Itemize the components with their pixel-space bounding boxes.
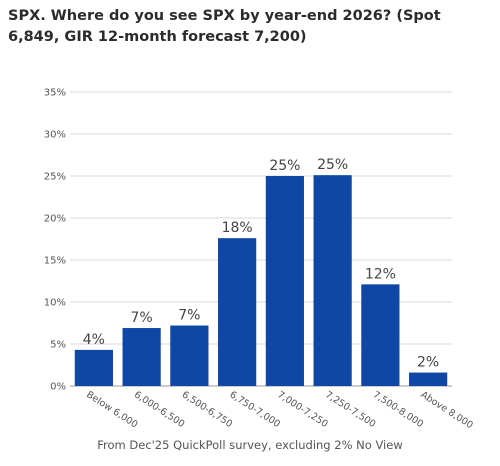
data-label: 12% (365, 266, 396, 282)
y-tick-label: 5% (50, 340, 66, 351)
x-tick-label: Above 8,000 (418, 389, 474, 431)
x-tick-label: 7,500-8,000 (371, 389, 425, 430)
data-label: 7% (131, 310, 153, 326)
bar (74, 349, 113, 386)
y-tick-label: 30% (44, 130, 66, 141)
data-label: 25% (317, 157, 348, 173)
bar (122, 328, 161, 386)
y-tick-label: 20% (44, 214, 66, 225)
data-label: 7% (178, 308, 200, 324)
x-tick-label: Below 6,000 (84, 389, 139, 430)
x-tick-label: 6,500-6,750 (180, 389, 234, 430)
data-labels: 4% 7% 7% 18% 25% 25% 12% 2% (83, 157, 439, 370)
y-tick-label: 25% (44, 172, 66, 183)
x-tick-label: 6,750-7,000 (227, 389, 281, 430)
bar (361, 284, 400, 386)
x-tick-label: 7,250-7,500 (323, 389, 377, 430)
bar (265, 176, 304, 386)
chart-title: SPX. Where do you see SPX by year-end 20… (8, 8, 441, 45)
data-label: 18% (222, 220, 253, 236)
data-label: 25% (269, 158, 300, 174)
data-label: 4% (83, 332, 105, 348)
bar (313, 175, 352, 386)
data-label: 2% (417, 355, 439, 371)
bar (170, 325, 209, 386)
y-tick-label: 0% (50, 382, 66, 393)
y-tick-label: 15% (44, 256, 66, 267)
x-axis-ticks: Below 6,0006,000-6,5006,500-6,7506,750-7… (84, 389, 475, 431)
x-tick-label: 6,000-6,500 (132, 389, 186, 430)
bars (74, 175, 448, 386)
y-axis-ticks: 0% 5% 10% 15% 20% 25% 30% 35% (44, 88, 66, 393)
y-tick-label: 10% (44, 298, 66, 309)
bar (218, 238, 257, 386)
x-tick-label: 7,000-7,250 (275, 389, 329, 430)
bar (409, 372, 448, 386)
chart-footnote: From Dec'25 QuickPoll survey, excluding … (97, 438, 403, 452)
y-tick-label: 35% (44, 88, 66, 99)
